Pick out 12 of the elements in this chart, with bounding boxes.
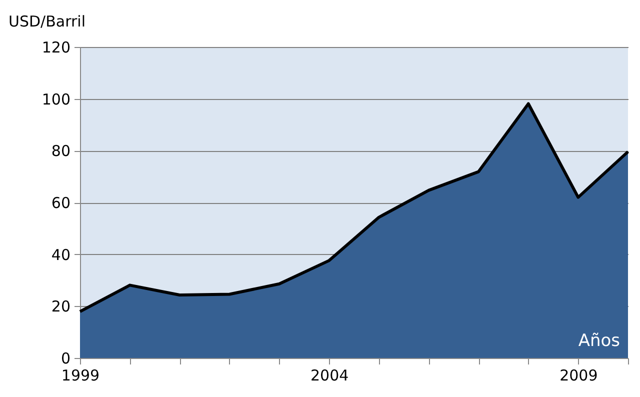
x-tick-label: 2009 xyxy=(560,366,598,384)
y-tick-label: 80 xyxy=(51,142,70,160)
y-axis-title: USD/Barril xyxy=(8,12,86,30)
x-axis-title: Años xyxy=(578,331,620,351)
y-tick-label: 0 xyxy=(60,350,70,368)
y-tick-label: 20 xyxy=(51,298,70,316)
x-tick-label: 1999 xyxy=(61,366,100,384)
y-tick-label: 120 xyxy=(42,38,70,56)
x-tick-label: 2004 xyxy=(310,366,349,384)
y-tick-label: 100 xyxy=(42,90,70,108)
y-tick-label: 60 xyxy=(51,194,70,212)
y-tick-label: 40 xyxy=(51,246,70,264)
